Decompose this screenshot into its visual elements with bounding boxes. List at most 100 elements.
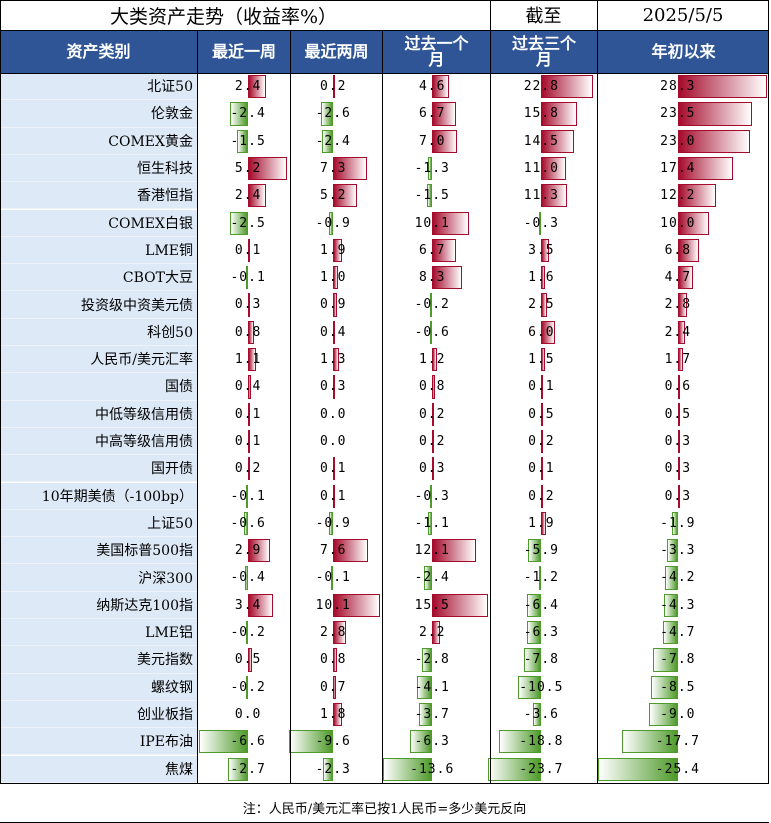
- value-bar: [541, 511, 546, 536]
- value-bar: [248, 75, 266, 99]
- column-header-label: 过去一个月: [404, 33, 469, 69]
- value-bar: [487, 757, 542, 781]
- grid-vline: [0, 0, 1, 783]
- value-bar: [677, 75, 767, 99]
- value-bar: [432, 539, 476, 563]
- value-bar: [432, 402, 435, 426]
- grid-vline: [197, 30, 198, 783]
- value-bar: [246, 266, 249, 290]
- value-bar: [248, 348, 257, 372]
- value-bar: [248, 156, 287, 181]
- value-bar: [246, 621, 249, 645]
- value-label: -0.3: [414, 488, 450, 504]
- value-bar: [541, 129, 575, 153]
- value-bar: [432, 621, 441, 645]
- grid-vline: [597, 0, 598, 30]
- value-bar: [333, 375, 336, 399]
- asset-name: LME铝: [0, 619, 197, 647]
- value-label: 0.9: [319, 297, 347, 313]
- value-label: -6.3: [414, 734, 450, 750]
- value-label: 14.5: [523, 133, 560, 149]
- value-bar: [541, 457, 544, 481]
- value-label: 2.2: [418, 625, 446, 640]
- value-label: 0.0: [319, 406, 347, 422]
- asset-name: 中低等级信用债: [0, 400, 197, 428]
- value-label: 0.2: [418, 433, 446, 449]
- asset-name: 北证50: [0, 73, 197, 101]
- value-bar: [430, 484, 433, 508]
- value-label: 10.0: [660, 215, 696, 231]
- value-bar: [248, 238, 251, 263]
- asset-name: COMEX白银: [0, 209, 197, 237]
- column-header-year-to-date: 年初以来: [597, 30, 769, 73]
- value-label: 1.8: [319, 706, 347, 722]
- value-label: 0.1: [528, 379, 555, 395]
- value-bar: [677, 429, 680, 454]
- value-bar: [667, 539, 678, 563]
- value-label: -5.9: [523, 543, 560, 559]
- column-header-past-one-month: 过去一个月: [382, 30, 490, 73]
- value-bar: [653, 648, 678, 672]
- value-label: 0.8: [418, 379, 446, 395]
- value-bar: [322, 129, 334, 153]
- value-bar: [329, 211, 334, 235]
- asset-name: LME铜: [0, 236, 197, 265]
- value-bar: [333, 75, 336, 99]
- value-bar: [541, 293, 548, 317]
- value-bar: [527, 621, 542, 645]
- value-bar: [246, 675, 249, 699]
- value-label: 0.1: [234, 406, 262, 422]
- value-bar: [333, 457, 336, 481]
- value-label: -0.4: [230, 570, 266, 586]
- value-bar: [541, 402, 544, 426]
- table-title: 大类资产走势（收益率%）: [110, 5, 338, 28]
- value-label: -1.3: [414, 160, 450, 176]
- value-bar: [432, 266, 463, 290]
- asset-name: 科创50: [0, 318, 197, 346]
- value-bar: [498, 730, 542, 754]
- grid-vline: [382, 30, 383, 783]
- value-label: 3.5: [528, 242, 555, 258]
- value-bar: [538, 566, 542, 590]
- value-label: 7.6: [319, 543, 347, 559]
- value-label: 0.4: [234, 379, 262, 395]
- value-bar: [677, 211, 710, 235]
- value-bar: [248, 648, 252, 672]
- value-bar: [671, 511, 678, 536]
- value-label: -0.9: [315, 515, 351, 531]
- value-label: -2.4: [414, 570, 450, 586]
- value-label: -2.4: [315, 133, 351, 149]
- value-bar: [528, 539, 542, 563]
- value-bar: [333, 702, 342, 727]
- value-bar: [426, 184, 433, 208]
- value-label: -6.3: [523, 625, 560, 640]
- value-bar: [432, 429, 435, 454]
- value-bar: [677, 402, 680, 426]
- asset-name: 中高等级信用债: [0, 427, 197, 456]
- value-label: -3.6: [523, 706, 560, 722]
- footnote: 注：人民币/美元汇率已按1人民币=多少美元反向: [0, 792, 769, 823]
- value-bar: [677, 375, 680, 399]
- value-bar: [526, 593, 542, 617]
- asset-name: 10年期美债（-100bp）: [0, 482, 197, 510]
- value-bar: [541, 348, 545, 372]
- value-label: -2.6: [315, 106, 351, 122]
- value-bar: [430, 320, 433, 344]
- asset-name: 美元指数: [0, 646, 197, 674]
- value-label: 1.7: [664, 352, 692, 367]
- asset-name: 国债: [0, 373, 197, 401]
- value-bar: [230, 102, 249, 126]
- value-label: 2.8: [664, 297, 692, 313]
- value-label: -17.7: [655, 734, 700, 750]
- value-bar: [432, 129, 458, 153]
- value-bar: [422, 648, 433, 672]
- value-label: -6.4: [523, 597, 560, 613]
- asset-name: 投资级中资美元债: [0, 291, 197, 319]
- asset-name: COMEX黄金: [0, 127, 197, 155]
- value-label: 1.0: [319, 270, 347, 286]
- value-label: 1.9: [319, 242, 347, 258]
- value-label: 1.2: [418, 352, 446, 367]
- value-bar: [541, 429, 544, 454]
- value-bar: [248, 457, 251, 481]
- value-label: -2.3: [315, 761, 351, 777]
